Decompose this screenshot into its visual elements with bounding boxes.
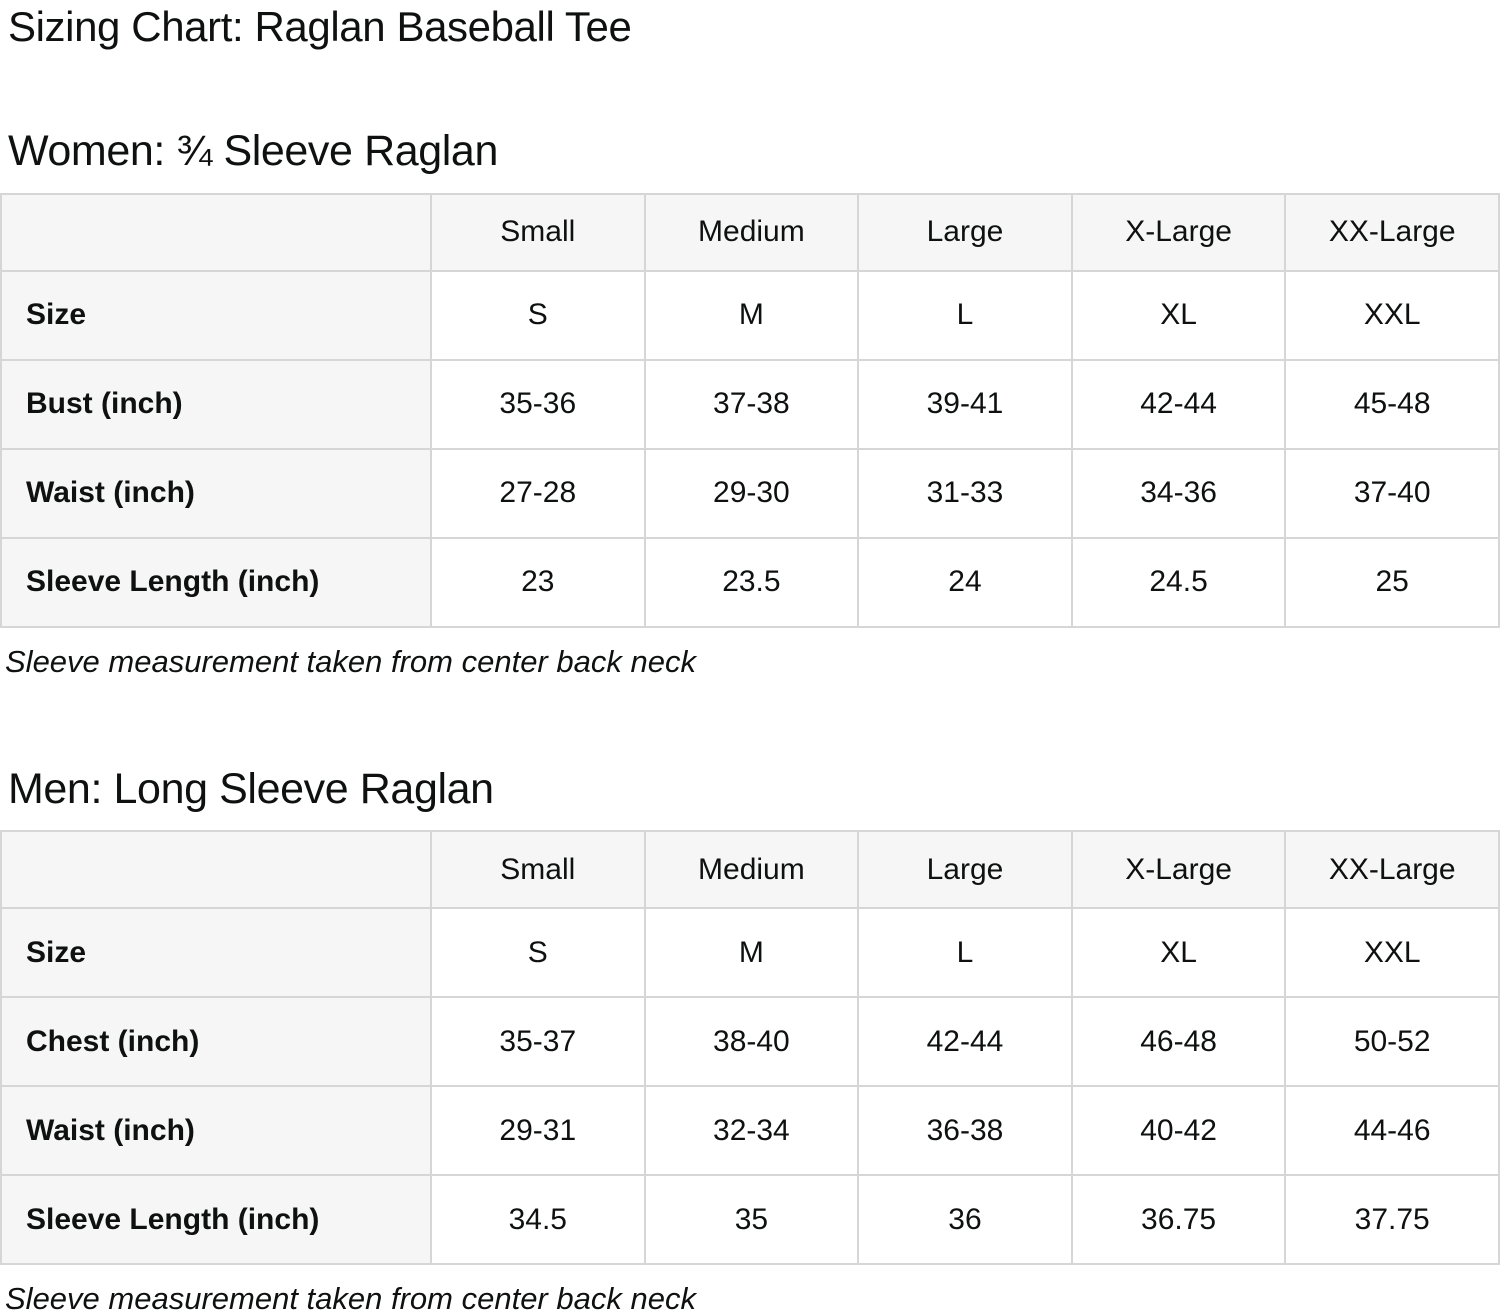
table-row: Bust (inch) 35-36 37-38 39-41 42-44 45-48 (0, 358, 1500, 450)
cell-value: 29-31 (430, 1085, 646, 1177)
cell-value: 35 (643, 1174, 860, 1266)
header-row: Small Medium Large X-Large XX-Large (0, 192, 1500, 272)
table-row: Size S M L XL XXL (0, 907, 1500, 999)
cell-value: 50-52 (1284, 996, 1500, 1088)
row-label: Chest (inch) (0, 996, 432, 1088)
cell-value: 24.5 (1070, 536, 1287, 628)
cell-value: 36-38 (857, 1085, 1073, 1177)
cell-value: S (430, 269, 646, 361)
header-row: Small Medium Large X-Large XX-Large (0, 830, 1500, 910)
column-header: Large (857, 830, 1073, 910)
cell-value: 42-44 (857, 996, 1073, 1088)
cell-value: 39-41 (857, 358, 1073, 450)
page-title: Sizing Chart: Raglan Baseball Tee (8, 3, 632, 50)
section-heading: Men: Long Sleeve Raglan (8, 764, 494, 813)
column-header: XX-Large (1284, 830, 1500, 910)
cell-value: XXL (1284, 907, 1500, 999)
cell-value: S (430, 907, 646, 999)
cell-value: 36 (857, 1174, 1073, 1266)
cell-value: M (643, 269, 860, 361)
row-label: Sleeve Length (inch) (0, 1174, 432, 1266)
size-table: Small Medium Large X-Large XX-Large Size S M L XL… (0, 830, 1500, 1266)
cell-value: 34.5 (430, 1174, 646, 1266)
cell-value: 24 (857, 536, 1073, 628)
column-header: XX-Large (1284, 192, 1500, 272)
cell-value: 42-44 (1070, 358, 1287, 450)
table-row: Chest (inch) 35-37 38-40 42-44 46-48 50-52 (0, 996, 1500, 1088)
table-row: Sleeve Length (inch) 23 23.5 24 24.5 25 (0, 536, 1500, 628)
cell-value: 23 (430, 536, 646, 628)
cell-value: 45-48 (1284, 358, 1500, 450)
row-label: Size (0, 907, 432, 999)
cell-value: XXL (1284, 269, 1500, 361)
cell-value: 44-46 (1284, 1085, 1500, 1177)
column-header: Small (430, 192, 646, 272)
cell-value: 35-37 (430, 996, 646, 1088)
cell-value: 38-40 (643, 996, 860, 1088)
row-label: Waist (inch) (0, 1085, 432, 1177)
cell-value: 29-30 (643, 447, 860, 539)
cell-value: 31-33 (857, 447, 1073, 539)
cell-value: 37.75 (1284, 1174, 1500, 1266)
table-row: Waist (inch) 29-31 32-34 36-38 40-42 44-46 (0, 1085, 1500, 1177)
cell-value: XL (1070, 269, 1287, 361)
size-table: Small Medium Large X-Large XX-Large Size S M L XL… (0, 192, 1500, 628)
table-note: Sleeve measurement taken from center bac… (5, 643, 696, 679)
cell-value: L (857, 907, 1073, 999)
table-row: Size S M L XL XXL (0, 269, 1500, 361)
cell-value: 46-48 (1070, 996, 1287, 1088)
row-label: Sleeve Length (inch) (0, 536, 432, 628)
cell-value: 27-28 (430, 447, 646, 539)
sections-container: Women: ¾ Sleeve Raglan Small Medium Large X-… (0, 126, 1500, 1315)
table-row: Waist (inch) 27-28 29-30 31-33 34-36 37-40 (0, 447, 1500, 539)
cell-value: M (643, 907, 860, 999)
row-label: Size (0, 269, 432, 361)
cell-value: 34-36 (1070, 447, 1287, 539)
cell-value: 25 (1284, 536, 1500, 628)
corner-cell (0, 830, 432, 910)
section-heading: Women: ¾ Sleeve Raglan (8, 127, 498, 176)
cell-value: 36.75 (1070, 1174, 1287, 1266)
column-header: Large (857, 192, 1073, 272)
table-row: Sleeve Length (inch) 34.5 35 36 36.75 37.75 (0, 1174, 1500, 1266)
cell-value: 37-40 (1284, 447, 1500, 539)
corner-cell (0, 192, 432, 272)
column-header: X-Large (1070, 192, 1287, 272)
size-section: Men: Long Sleeve Raglan Small Medium Large X… (0, 764, 1500, 1315)
column-header: X-Large (1070, 830, 1287, 910)
row-label: Waist (inch) (0, 447, 432, 539)
cell-value: 23.5 (643, 536, 860, 628)
size-section: Women: ¾ Sleeve Raglan Small Medium Large X-… (0, 126, 1500, 679)
cell-value: 35-36 (430, 358, 646, 450)
row-label: Bust (inch) (0, 358, 432, 450)
cell-value: 40-42 (1070, 1085, 1287, 1177)
column-header: Medium (643, 830, 860, 910)
cell-value: L (857, 269, 1073, 361)
cell-value: 37-38 (643, 358, 860, 450)
cell-value: 32-34 (643, 1085, 860, 1177)
cell-value: XL (1070, 907, 1287, 999)
table-note: Sleeve measurement taken from center bac… (5, 1281, 696, 1315)
column-header: Medium (643, 192, 860, 272)
column-header: Small (430, 830, 646, 910)
